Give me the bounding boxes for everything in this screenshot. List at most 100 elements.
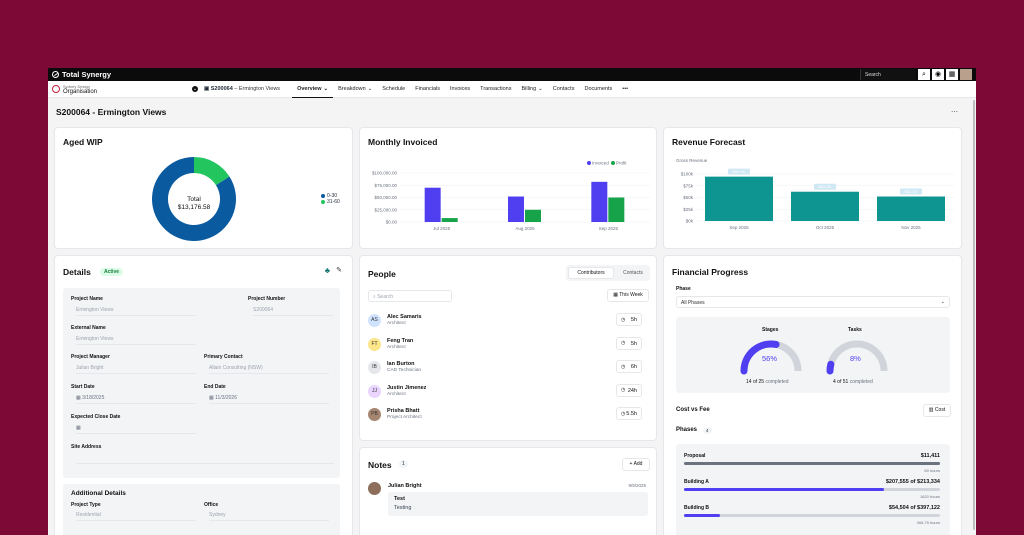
expected-close-field[interactable]: ▦ (76, 425, 196, 434)
aged-wip-donut: Total $13,176.58 (152, 157, 237, 241)
avatar: JJ (368, 384, 381, 398)
app-logo[interactable]: Total Synergy (52, 70, 111, 79)
note-text: Testing (394, 505, 412, 511)
page-scrollbar[interactable] (972, 98, 976, 535)
tab-breakdown[interactable]: Breakdown ⌄ (338, 86, 373, 92)
note-author-avatar (368, 482, 381, 495)
tab-invoices[interactable]: Invoices (449, 86, 471, 92)
calendar-icon[interactable]: ▦ (946, 69, 958, 80)
tasks-summary: 4 of 51 completed (833, 379, 873, 385)
contributor-name: Ian Burton (387, 361, 415, 367)
phase-row[interactable]: Proposal $11,411 60 hours (684, 453, 940, 479)
page-title: S200064 - Ermington Views (56, 107, 167, 117)
project-switch-chevron-icon[interactable]: ⌄ (192, 86, 198, 92)
stages-gauge-fill (740, 340, 780, 375)
contributor-role: CAD Technician (387, 368, 422, 373)
hours-badge[interactable]: 5h (616, 336, 642, 350)
people-search-input[interactable]: ⌕ Search (368, 290, 452, 302)
y-tick-label: $75,000.00 (374, 183, 397, 188)
org-switcher[interactable]: Sydney Design Organisation (52, 84, 192, 95)
hours-badge[interactable]: 5.5h (616, 407, 642, 420)
phase-progress-track (684, 488, 940, 491)
hours-badge[interactable]: 6h (616, 360, 642, 373)
end-date-field[interactable]: ▦ 11/3/2026 (209, 395, 329, 404)
tab-documents[interactable]: Documents (584, 86, 613, 92)
project-manager-select[interactable]: Julian Bright (76, 365, 196, 374)
scrollbar-thumb[interactable] (973, 100, 975, 530)
bar-label-bg (900, 188, 922, 195)
period-select[interactable]: ▦ This Week (607, 289, 649, 302)
external-name-field[interactable]: Ermington Views (76, 336, 196, 345)
tab-financials[interactable]: Financials (415, 86, 440, 92)
tab-contributors[interactable]: Contributors (568, 267, 614, 279)
project-number-field[interactable]: S200064 (253, 307, 333, 316)
tree-icon[interactable]: ♣ (324, 266, 330, 275)
phase-name: Proposal (684, 453, 706, 459)
bar-invoiced-2 (591, 181, 608, 222)
project-selector[interactable]: ▣ S200064 – Ermington Views (204, 86, 281, 92)
search-icon[interactable]: ⌕ (918, 69, 930, 80)
office-label: Office (204, 502, 219, 508)
tab-overview[interactable]: Overview ⌄ (292, 81, 334, 98)
add-note-button[interactable]: + Add (622, 458, 650, 471)
phase-select[interactable]: All Phases ⌄ (676, 296, 950, 308)
phase-row[interactable]: Building B $54,504 of $397,122 406.75 hour… (684, 505, 940, 531)
tab-contacts[interactable]: Contacts (552, 86, 575, 92)
details-card: Details Active ♣ ✎ Project Name Ermingto… (54, 255, 353, 535)
donut-total-label: Total (187, 196, 201, 203)
contributor-name: Alec Samaris (387, 314, 422, 320)
project-type-select[interactable]: Residential (76, 512, 196, 521)
phase-hours: 406.75 hours (916, 520, 940, 525)
notifications-icon[interactable]: ◉ (932, 69, 944, 80)
phase-value: $207,555 of $213,334 (885, 479, 940, 485)
phase-name: Building B (684, 505, 709, 511)
project-type-label: Project Type (71, 502, 101, 508)
project-name-field[interactable]: Ermington Views (76, 307, 196, 316)
org-name: Sydney Design (63, 83, 90, 89)
phase-row[interactable]: Building A $207,555 of $213,334 1620 hours (684, 479, 940, 505)
phase-value: $11,411 (920, 453, 940, 459)
stages-summary: 14 of 25 completed (746, 379, 789, 385)
search-icon: ⌕ (373, 294, 378, 300)
site-address-field[interactable] (76, 455, 334, 464)
revenue-forecast-title: Revenue Forecast (672, 137, 746, 147)
global-search-input[interactable]: Search (860, 69, 916, 80)
bar-invoiced-0 (424, 187, 441, 222)
hours-badge[interactable]: 24h (616, 383, 642, 397)
office-select[interactable]: Sydney (209, 512, 329, 521)
tab-schedule[interactable]: Schedule (382, 86, 406, 92)
contributor-role: Architect (387, 321, 406, 326)
x-tick-label: Sep 2025 (599, 226, 619, 231)
phase-hours: 1620 hours (919, 494, 940, 499)
project-number-label: Project Number (248, 296, 286, 302)
tab-billing[interactable]: Billing ⌄ (521, 86, 543, 92)
primary-contact-select[interactable]: Allain Consulting (NSW) (209, 365, 329, 374)
tasks-label: Tasks (848, 327, 862, 333)
bar-value-label: $94.4K (733, 169, 746, 174)
chevron-down-icon: ⌄ (538, 86, 543, 92)
project-name: Ermington Views (238, 86, 281, 92)
tab-contacts[interactable]: Contacts (623, 270, 643, 276)
app-window: Total Synergy Search ⌕ ◉ ▦ Sydney Design… (48, 68, 976, 535)
contributor-role: Project Architect (387, 415, 422, 420)
user-avatar[interactable] (960, 69, 972, 80)
tab-more-icon[interactable]: ••• (622, 86, 629, 92)
cost-toggle-button[interactable]: ▥ Cost (923, 404, 951, 417)
bar-profit-1 (525, 209, 541, 222)
hours-badge[interactable]: 5h (616, 313, 642, 326)
page-more-icon[interactable]: ⋯ (951, 109, 958, 116)
legend-dot-icon (321, 193, 325, 198)
edit-icon[interactable]: ✎ (336, 267, 342, 274)
note-author: Julian Bright (388, 483, 422, 489)
financial-progress-title: Financial Progress (672, 267, 749, 277)
avatar: IB (368, 361, 381, 374)
note-body[interactable]: Test Testing (388, 492, 648, 516)
y-tick-label: $0.00 (386, 220, 398, 225)
start-date-field[interactable]: ▦ 3/18/2025 (76, 395, 196, 404)
tab-transactions[interactable]: Transactions (480, 86, 512, 92)
